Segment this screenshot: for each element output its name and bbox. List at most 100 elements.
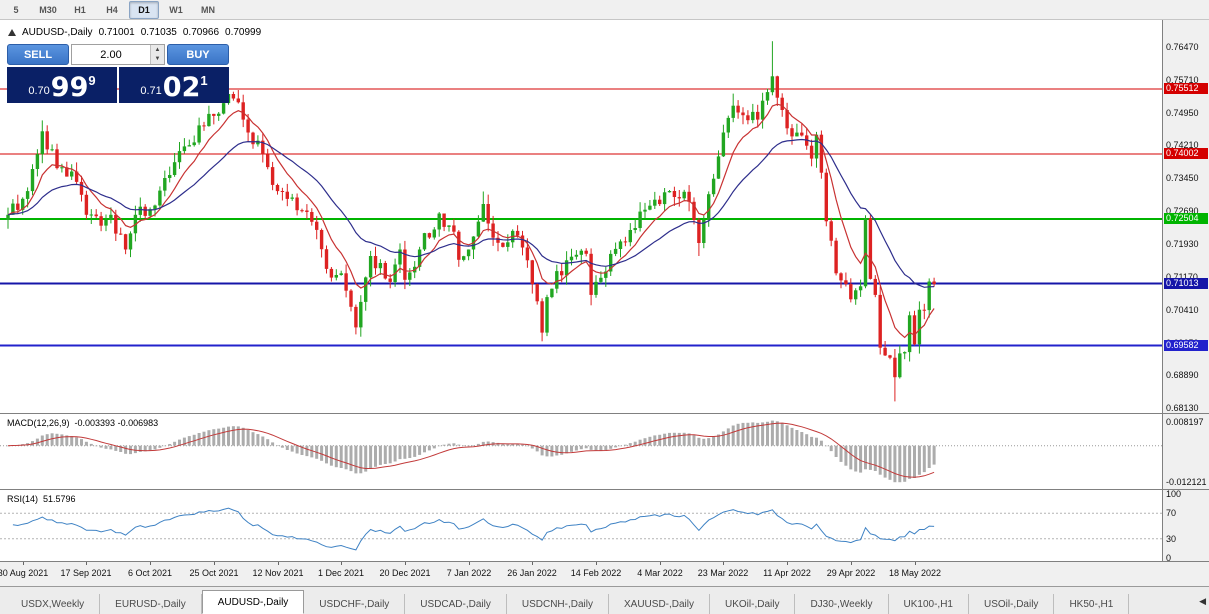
macd-values: -0.003393 -0.006983 [74,418,159,428]
time-axis-date: 14 Feb 2022 [570,568,622,578]
price-scale-label: 0.70410 [1166,305,1199,315]
buy-button[interactable]: BUY [167,44,229,65]
chart-tab-7[interactable]: UKOil-,Daily [710,594,796,614]
rsi-header: RSI(14) 51.5796 [7,494,76,504]
candlestick-chart[interactable] [0,20,1162,416]
one-click-trading-panel: SELL 2.00 ▲ ▼ BUY 0.70 99 9 0.71 02 1 [7,44,229,103]
price-level-tag: 0.69582 [1164,340,1208,351]
rsi-scale: 100 70 30 0 [1162,489,1209,563]
time-axis-date: 11 Apr 2022 [763,568,811,578]
ohlc-low: 0.70966 [182,27,220,38]
ohlc-high: 0.71035 [140,27,177,38]
rsi-scale-label: 30 [1166,534,1177,544]
timeframe-button-H1[interactable]: H1 [65,0,95,19]
time-axis-date: 29 Apr 2022 [826,568,876,578]
chart-tab-10[interactable]: USOil-,Daily [969,594,1055,614]
chart-tab-6[interactable]: XAUUSD-,Daily [609,594,710,614]
time-axis-date: 6 Oct 2021 [127,568,173,578]
lot-size-value[interactable]: 2.00 [100,48,122,61]
time-axis-date: 4 Mar 2022 [637,568,683,578]
rsi-scale-label: 70 [1166,508,1177,518]
buy-price-prefix: 0.71 [140,85,162,97]
sell-price-display[interactable]: 0.70 99 9 [7,67,117,103]
tab-scroll-left-icon[interactable]: ◀ [1195,596,1206,607]
chart-tab-9[interactable]: UK100-,H1 [889,594,969,614]
macd-indicator-pane: MACD(12,26,9) -0.003393 -0.006983 0.0081… [0,414,1209,490]
time-axis-date: 7 Jan 2022 [446,568,492,578]
sell-price-big: 99 [50,72,89,103]
lot-size-field[interactable]: 2.00 ▲ ▼ [71,44,165,65]
timeframe-button-MN[interactable]: MN [193,0,223,19]
time-axis-tick [341,562,342,565]
macd-chart[interactable] [0,414,1162,492]
time-axis-date: 25 Oct 2021 [189,568,239,578]
time-axis-tick [532,562,533,565]
timeframe-button-W1[interactable]: W1 [161,0,191,19]
timeframe-button-H4[interactable]: H4 [97,0,127,19]
macd-header: MACD(12,26,9) -0.003393 -0.006983 [7,418,158,428]
price-scale-label: 0.68890 [1166,370,1199,380]
price-scale-label: 0.73450 [1166,173,1199,183]
chart-tab-8[interactable]: DJ30-,Weekly [795,594,889,614]
sell-price-pip: 9 [88,73,96,88]
chart-tab-2[interactable]: AUDUSD-,Daily [201,590,305,614]
time-axis-tick [405,562,406,565]
chart-tab-5[interactable]: USDCNH-,Daily [507,594,609,614]
price-scale-label: 0.75710 [1166,75,1199,85]
timeframe-button-M30[interactable]: M30 [33,0,63,19]
chart-tab-1[interactable]: EURUSD-,Daily [100,594,202,614]
price-scale-label: 0.76470 [1166,42,1199,52]
buy-price-big: 02 [162,72,201,103]
price-scale-label: 0.74950 [1166,108,1199,118]
macd-scale-min: -0.012121 [1166,477,1207,487]
chart-tab-11[interactable]: HK50-,H1 [1054,594,1130,614]
chart-tab-bar: USDX,Weekly EURUSD-,Daily AUDUSD-,Daily USD… [0,586,1209,614]
one-click-toggle-icon[interactable] [8,29,16,36]
timeframe-button-5[interactable]: 5 [1,0,31,19]
price-scale-label: 0.71930 [1166,239,1199,249]
time-axis-tick [86,562,87,565]
chart-tab-4[interactable]: USDCAD-,Daily [405,594,507,614]
price-level-tag: 0.72504 [1164,213,1208,224]
time-axis-date: 17 Sep 2021 [60,568,112,578]
rsi-scale-label: 100 [1166,489,1182,499]
price-scale-label: 0.72690 [1166,206,1199,216]
rsi-chart[interactable] [0,490,1162,564]
lot-decrease-icon[interactable]: ▼ [151,54,164,64]
chart-symbol-period: AUDUSD-,Daily [22,27,93,38]
time-axis-date: 26 Jan 2022 [507,568,557,578]
timeframe-button-D1[interactable]: D1 [129,0,159,19]
time-axis-date: 12 Nov 2021 [252,568,304,578]
price-level-tag: 0.75512 [1164,83,1208,94]
rsi-scale-label: 0 [1166,553,1172,563]
price-scale[interactable]: 0.76470 0.75710 0.74950 0.74210 0.73450 0.726… [1162,20,1209,413]
time-axis-tick [469,562,470,565]
macd-scale-max: 0.008197 [1166,417,1204,427]
sell-price-prefix: 0.70 [28,85,50,97]
chart-tab-0[interactable]: USDX,Weekly [6,594,101,614]
time-axis-tick [278,562,279,565]
chart-tab-3[interactable]: USDCHF-,Daily [304,594,406,614]
buy-price-display[interactable]: 0.71 02 1 [119,67,229,103]
sell-button[interactable]: SELL [7,44,69,65]
lot-increase-icon[interactable]: ▲ [151,45,164,55]
time-axis-tick [787,562,788,565]
main-chart-pane: 0.76470 0.75710 0.74950 0.74210 0.73450 0.726… [0,20,1209,414]
price-scale-label: 0.71170 [1166,272,1198,282]
rsi-value: 51.5796 [43,494,76,504]
time-axis-tick [723,562,724,565]
timeframe-toolbar: 5 M30 H1 H4 D1 W1 MN [0,0,1209,20]
price-scale-label: 0.68130 [1166,403,1199,413]
chart-title: AUDUSD-,Daily 0.71001 0.71035 0.70966 0.… [8,27,261,38]
time-axis-tick [214,562,215,565]
time-axis[interactable]: 30 Aug 2021 17 Sep 2021 6 Oct 2021 25 Oct 2… [0,562,1209,586]
buy-price-pip: 1 [200,73,208,88]
price-level-tag: 0.71013 [1164,278,1208,289]
time-axis-date: 20 Dec 2021 [379,568,431,578]
time-axis-tick [915,562,916,565]
macd-scale: 0.008197 -0.012121 [1162,414,1209,489]
time-axis-date: 18 May 2022 [888,568,942,578]
rsi-title: RSI(14) [7,494,39,504]
time-axis-tick [660,562,661,565]
rsi-indicator-pane: RSI(14) 51.5796 100 70 30 0 [0,489,1209,564]
